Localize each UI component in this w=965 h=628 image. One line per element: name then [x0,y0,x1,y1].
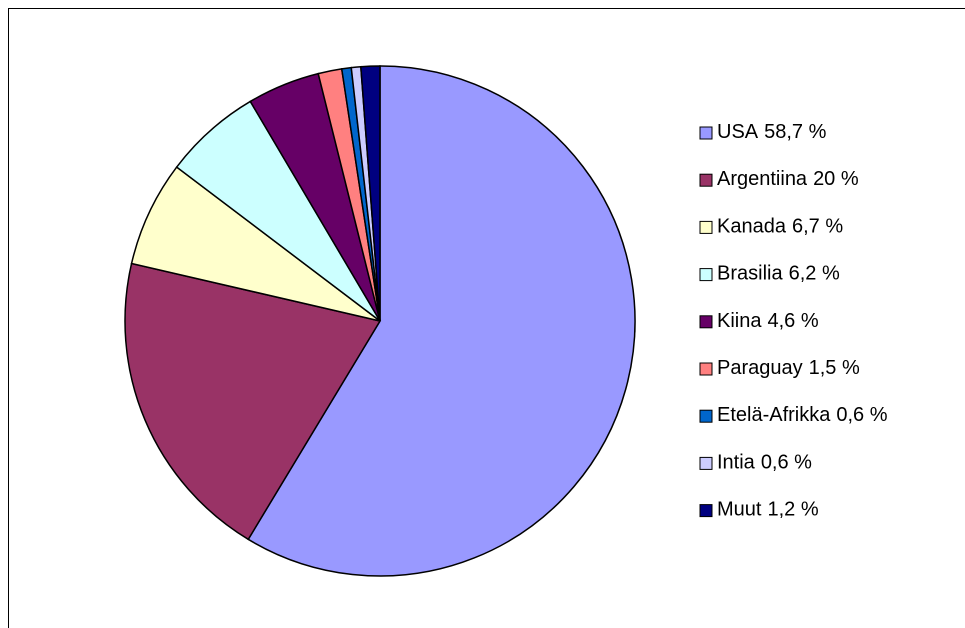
legend-value: 20 % [813,168,859,190]
legend-swatch [699,504,713,518]
legend-category: Intia [717,452,756,474]
legend-category: Etelä-Afrikka [717,404,831,426]
pie-slice [360,65,381,322]
legend-swatch [699,409,713,423]
legend-label: Kanada 6,7 % [717,216,843,238]
legend-label: Kiina 4,6 % [717,310,819,332]
pie-slice [130,166,381,322]
legend-category: Kanada [717,216,787,238]
legend-swatch [699,126,713,140]
legend-label: Paraguay 1,5 % [717,357,860,379]
legend-label: USA 58,7 % [717,121,827,143]
legend-value: 6,2 % [789,263,840,285]
legend-value: 0,6 % [836,404,887,426]
legend-swatch [699,268,713,282]
legend-category: Kiina [717,310,762,332]
legend-category: USA [717,121,759,143]
pie-slice [124,262,382,541]
legend-label: Argentiina 20 % [717,168,859,190]
legend-label: Brasilia 6,2 % [717,263,840,285]
legend-category: Muut [717,499,762,521]
legend-category: Paraguay [717,357,803,379]
legend-value: 1,5 % [809,357,860,379]
legend-swatch [699,173,713,187]
legend-swatch [699,220,713,234]
legend-category: Argentiina [717,168,808,190]
legend-value: 6,7 % [792,216,843,238]
legend-swatch [699,456,713,470]
pie-slice [247,65,636,577]
legend-swatch [699,362,713,376]
legend-label: Muut 1,2 % [717,499,819,521]
legend-label: Intia 0,6 % [717,452,812,474]
legend-value: 58,7 % [764,121,826,143]
legend-swatch [699,315,713,329]
legend-label: Etelä-Afrikka 0,6 % [717,404,888,426]
legend-value: 0,6 % [761,452,812,474]
legend-value: 4,6 % [767,310,818,332]
legend-category: Brasilia [717,263,783,285]
legend-value: 1,2 % [767,499,818,521]
